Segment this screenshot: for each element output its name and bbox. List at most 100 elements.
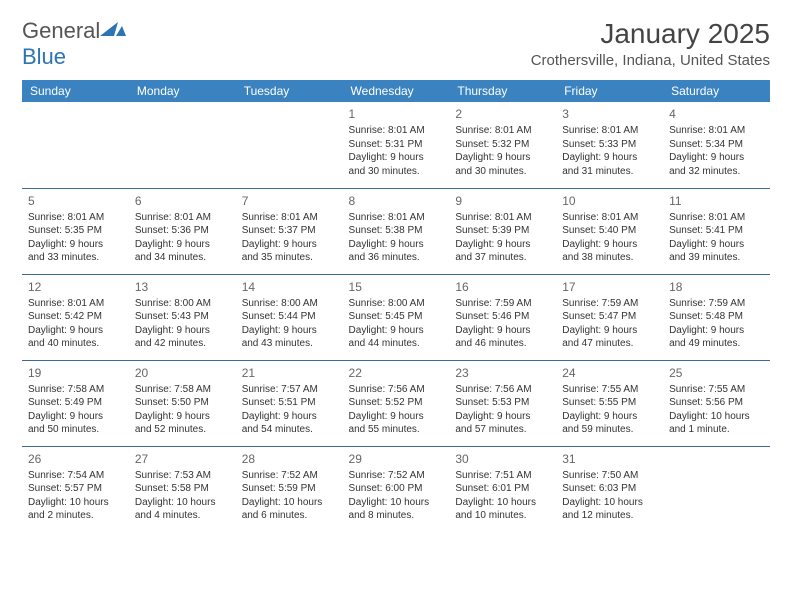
day-number: 20 <box>135 365 230 381</box>
sunrise-line: Sunrise: 7:57 AM <box>242 383 337 397</box>
daylight-line-2: and 32 minutes. <box>669 165 764 179</box>
daylight-line-2: and 54 minutes. <box>242 423 337 437</box>
calendar-cell: 19Sunrise: 7:58 AMSunset: 5:49 PMDayligh… <box>22 360 129 446</box>
sunrise-line: Sunrise: 7:56 AM <box>349 383 444 397</box>
calendar-cell: 26Sunrise: 7:54 AMSunset: 5:57 PMDayligh… <box>22 446 129 532</box>
calendar-week-row: 5Sunrise: 8:01 AMSunset: 5:35 PMDaylight… <box>22 188 770 274</box>
day-number: 16 <box>455 279 550 295</box>
day-number: 12 <box>28 279 123 295</box>
sunset-line: Sunset: 5:51 PM <box>242 396 337 410</box>
day-number: 7 <box>242 193 337 209</box>
daylight-line-1: Daylight: 9 hours <box>669 238 764 252</box>
daylight-line-1: Daylight: 9 hours <box>28 324 123 338</box>
calendar-cell <box>663 446 770 532</box>
sunset-line: Sunset: 5:50 PM <box>135 396 230 410</box>
daylight-line-1: Daylight: 10 hours <box>242 496 337 510</box>
sunrise-line: Sunrise: 8:01 AM <box>349 211 444 225</box>
sunset-line: Sunset: 5:52 PM <box>349 396 444 410</box>
sunrise-line: Sunrise: 7:55 AM <box>562 383 657 397</box>
sunrise-line: Sunrise: 8:01 AM <box>28 211 123 225</box>
calendar-cell: 31Sunrise: 7:50 AMSunset: 6:03 PMDayligh… <box>556 446 663 532</box>
sunset-line: Sunset: 5:36 PM <box>135 224 230 238</box>
calendar-cell: 7Sunrise: 8:01 AMSunset: 5:37 PMDaylight… <box>236 188 343 274</box>
sunrise-line: Sunrise: 8:01 AM <box>242 211 337 225</box>
calendar-cell: 20Sunrise: 7:58 AMSunset: 5:50 PMDayligh… <box>129 360 236 446</box>
calendar-cell: 14Sunrise: 8:00 AMSunset: 5:44 PMDayligh… <box>236 274 343 360</box>
daylight-line-1: Daylight: 10 hours <box>562 496 657 510</box>
day-number: 14 <box>242 279 337 295</box>
daylight-line-1: Daylight: 9 hours <box>135 238 230 252</box>
daylight-line-2: and 30 minutes. <box>455 165 550 179</box>
calendar-cell: 12Sunrise: 8:01 AMSunset: 5:42 PMDayligh… <box>22 274 129 360</box>
daylight-line-2: and 10 minutes. <box>455 509 550 523</box>
daylight-line-2: and 34 minutes. <box>135 251 230 265</box>
daylight-line-1: Daylight: 9 hours <box>455 238 550 252</box>
daylight-line-1: Daylight: 9 hours <box>669 151 764 165</box>
sunrise-line: Sunrise: 7:51 AM <box>455 469 550 483</box>
sunrise-line: Sunrise: 7:59 AM <box>669 297 764 311</box>
day-number: 4 <box>669 106 764 122</box>
daylight-line-1: Daylight: 10 hours <box>135 496 230 510</box>
daylight-line-2: and 2 minutes. <box>28 509 123 523</box>
sunset-line: Sunset: 5:42 PM <box>28 310 123 324</box>
header: General Blue January 2025 Crothersville,… <box>22 18 770 70</box>
day-number: 17 <box>562 279 657 295</box>
sunset-line: Sunset: 5:35 PM <box>28 224 123 238</box>
day-number: 2 <box>455 106 550 122</box>
sunset-line: Sunset: 5:58 PM <box>135 482 230 496</box>
daylight-line-1: Daylight: 9 hours <box>455 410 550 424</box>
sunrise-line: Sunrise: 7:54 AM <box>28 469 123 483</box>
calendar-week-row: 12Sunrise: 8:01 AMSunset: 5:42 PMDayligh… <box>22 274 770 360</box>
day-header: Sunday <box>22 80 129 102</box>
daylight-line-2: and 46 minutes. <box>455 337 550 351</box>
sunrise-line: Sunrise: 8:01 AM <box>669 211 764 225</box>
logo-text-general: General <box>22 18 100 43</box>
daylight-line-1: Daylight: 9 hours <box>455 151 550 165</box>
sunrise-line: Sunrise: 8:01 AM <box>669 124 764 138</box>
daylight-line-1: Daylight: 9 hours <box>28 410 123 424</box>
day-number: 18 <box>669 279 764 295</box>
day-number: 1 <box>349 106 444 122</box>
daylight-line-1: Daylight: 9 hours <box>349 324 444 338</box>
calendar-cell: 1Sunrise: 8:01 AMSunset: 5:31 PMDaylight… <box>343 102 450 188</box>
day-number: 3 <box>562 106 657 122</box>
calendar-cell: 23Sunrise: 7:56 AMSunset: 5:53 PMDayligh… <box>449 360 556 446</box>
daylight-line-2: and 6 minutes. <box>242 509 337 523</box>
calendar-cell: 6Sunrise: 8:01 AMSunset: 5:36 PMDaylight… <box>129 188 236 274</box>
calendar-week-row: 19Sunrise: 7:58 AMSunset: 5:49 PMDayligh… <box>22 360 770 446</box>
calendar-cell: 9Sunrise: 8:01 AMSunset: 5:39 PMDaylight… <box>449 188 556 274</box>
sunset-line: Sunset: 6:01 PM <box>455 482 550 496</box>
sunset-line: Sunset: 5:41 PM <box>669 224 764 238</box>
sunset-line: Sunset: 5:34 PM <box>669 138 764 152</box>
sunrise-line: Sunrise: 7:56 AM <box>455 383 550 397</box>
daylight-line-2: and 1 minute. <box>669 423 764 437</box>
day-header: Thursday <box>449 80 556 102</box>
daylight-line-2: and 38 minutes. <box>562 251 657 265</box>
logo-triangle-icon <box>100 18 126 38</box>
logo: General Blue <box>22 18 126 70</box>
sunset-line: Sunset: 5:33 PM <box>562 138 657 152</box>
sunset-line: Sunset: 5:45 PM <box>349 310 444 324</box>
daylight-line-1: Daylight: 9 hours <box>455 324 550 338</box>
daylight-line-1: Daylight: 9 hours <box>349 151 444 165</box>
calendar-cell: 25Sunrise: 7:55 AMSunset: 5:56 PMDayligh… <box>663 360 770 446</box>
logo-text: General Blue <box>22 18 126 70</box>
daylight-line-1: Daylight: 9 hours <box>562 151 657 165</box>
day-number: 24 <box>562 365 657 381</box>
day-number: 31 <box>562 451 657 467</box>
day-number: 30 <box>455 451 550 467</box>
title-block: January 2025 Crothersville, Indiana, Uni… <box>531 18 770 69</box>
calendar-cell: 15Sunrise: 8:00 AMSunset: 5:45 PMDayligh… <box>343 274 450 360</box>
sunset-line: Sunset: 5:53 PM <box>455 396 550 410</box>
day-number: 10 <box>562 193 657 209</box>
daylight-line-2: and 57 minutes. <box>455 423 550 437</box>
sunrise-line: Sunrise: 8:01 AM <box>455 124 550 138</box>
calendar-week-row: 26Sunrise: 7:54 AMSunset: 5:57 PMDayligh… <box>22 446 770 532</box>
sunset-line: Sunset: 5:37 PM <box>242 224 337 238</box>
calendar-cell: 2Sunrise: 8:01 AMSunset: 5:32 PMDaylight… <box>449 102 556 188</box>
sunset-line: Sunset: 5:44 PM <box>242 310 337 324</box>
calendar-cell: 24Sunrise: 7:55 AMSunset: 5:55 PMDayligh… <box>556 360 663 446</box>
daylight-line-2: and 35 minutes. <box>242 251 337 265</box>
calendar-cell <box>129 102 236 188</box>
calendar-body: 1Sunrise: 8:01 AMSunset: 5:31 PMDaylight… <box>22 102 770 532</box>
